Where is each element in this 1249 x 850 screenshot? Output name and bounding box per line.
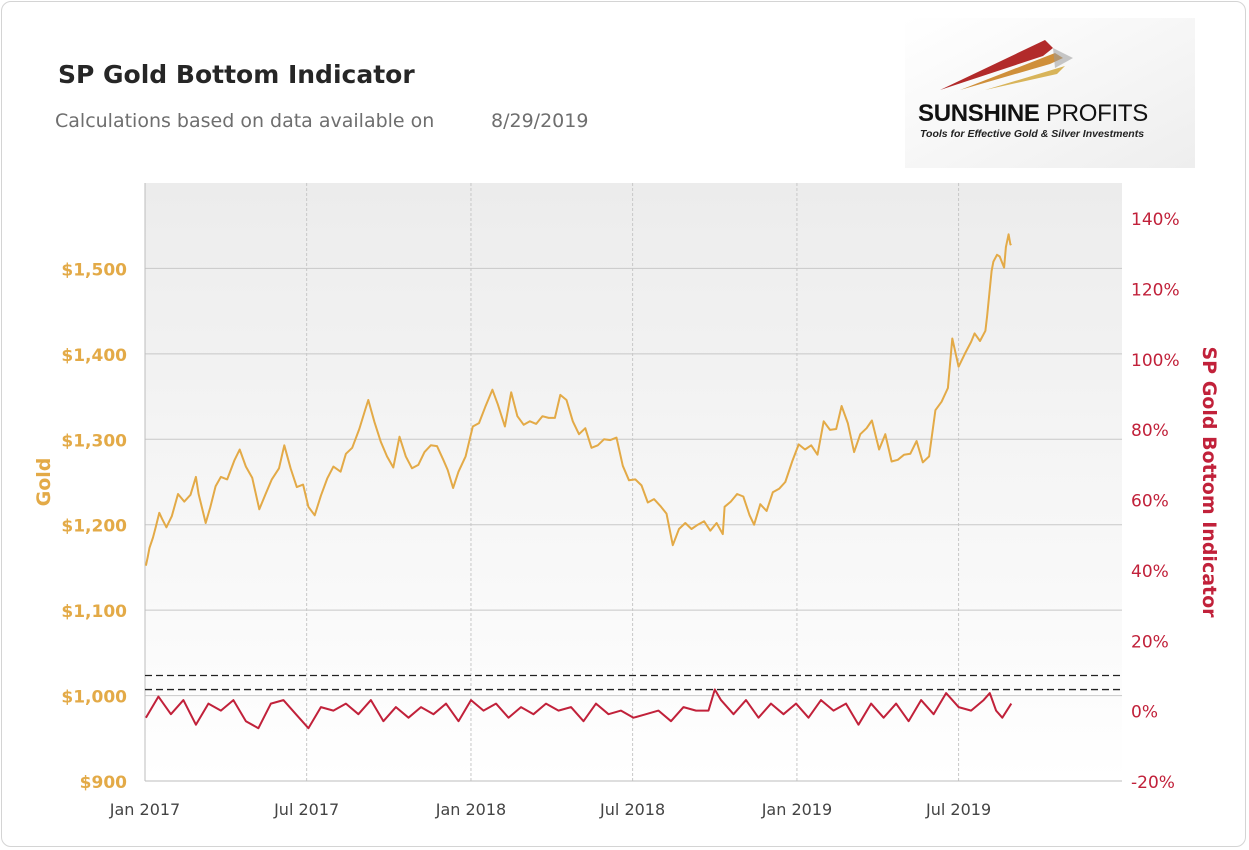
gold-price-line	[144, 233, 1012, 566]
y-tick-label-left: $1,300	[61, 431, 127, 451]
subtitle-label: Calculations based on data available on	[55, 110, 435, 132]
y-tick-label-right: 100%	[1131, 351, 1180, 371]
y-tick-label-left: $1,100	[61, 602, 127, 622]
y-tick-label-right: 140%	[1131, 210, 1180, 230]
x-tick-label: Jan 2019	[761, 800, 832, 819]
logo-name-regular: PROFITS	[1039, 100, 1148, 127]
y-tick-label-left: $1,000	[61, 688, 127, 708]
y-tick-label-right: -20%	[1131, 773, 1175, 793]
series-layer	[144, 233, 1013, 730]
y-tick-label-left: $1,500	[61, 260, 127, 280]
x-tick-label: Jul 2019	[925, 800, 991, 819]
x-tick-label: Jan 2018	[435, 800, 506, 819]
x-tick-label: Jul 2017	[273, 800, 339, 819]
y-tick-label-right: 60%	[1131, 492, 1169, 512]
y-tick-label-left: $1,400	[61, 346, 127, 366]
threshold-lines	[145, 674, 1122, 691]
y-tick-label-right: 80%	[1131, 421, 1169, 441]
left-axis-ticks: $900 $1,000 $1,100 $1,200 $1,300 $1,400 $1,500	[61, 260, 127, 793]
y-tick-label-right: 20%	[1131, 632, 1169, 652]
bottom-indicator-line	[145, 688, 1013, 730]
y-tick-label-right: 40%	[1131, 562, 1169, 582]
grid	[144, 183, 1122, 782]
logo-name: SUNSHINE PROFITS	[918, 100, 1148, 128]
sunshine-profits-logo	[905, 18, 1195, 168]
right-axis-ticks: -20% 0% 20% 40% 60% 80% 100% 120% 140%	[1131, 210, 1180, 793]
plot-area	[145, 183, 1122, 781]
y-tick-label-left: $900	[80, 773, 127, 793]
logo-name-bold: SUNSHINE	[918, 100, 1040, 127]
y-tick-label-left: $1,200	[61, 517, 127, 537]
chart-title: SP Gold Bottom Indicator	[58, 60, 415, 89]
y-axis-label-right: SP Gold Bottom Indicator	[1198, 346, 1220, 618]
x-tick-label: Jan 2017	[109, 800, 180, 819]
x-axis-ticks: Jan 2017 Jul 2017 Jan 2018 Jul 2018 Jan 2019…	[109, 800, 991, 819]
y-axis-label-left: Gold	[33, 458, 55, 507]
subtitle-date: 8/29/2019	[491, 110, 589, 132]
logo-tagline: Tools for Effective Gold & Silver Invest…	[920, 128, 1145, 140]
y-tick-label-right: 120%	[1131, 281, 1180, 301]
y-tick-label-right: 0%	[1131, 703, 1158, 723]
x-tick-label: Jul 2018	[599, 800, 665, 819]
